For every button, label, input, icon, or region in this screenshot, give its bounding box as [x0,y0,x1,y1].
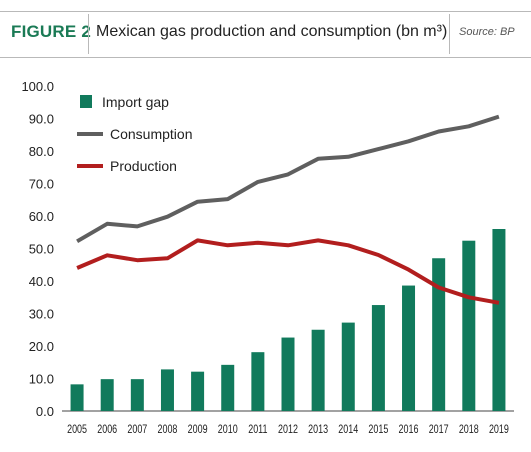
legend: Import gap Consumption Production [77,94,193,174]
x-tick-label: 2012 [278,424,298,436]
y-tick-label: 40.0 [29,274,54,289]
import-gap-legend-label: Import gap [102,94,169,110]
x-tick-label: 2016 [399,424,419,436]
x-tick-label: 2006 [97,424,117,436]
import-gap-bar [432,258,446,411]
figure-label: FIGURE 2 [11,22,92,41]
y-tick-label: 90.0 [29,112,54,127]
gas-chart: 0.0 10.0 20.0 30.0 40.0 50.0 60.0 70.0 80.0 90.0 1… [21,79,514,436]
import-gap-bar [191,371,205,411]
import-gap-bar [492,229,506,411]
import-gap-bar [341,322,355,411]
figure-header: FIGURE 2 Mexican gas production and cons… [0,0,531,58]
import-gap-bar [70,384,84,411]
x-axis: 2005 2006 2007 2008 2009 2010 2011 2012 2013 2014… [62,410,514,436]
y-tick-label: 80.0 [29,144,54,159]
import-gap-bar [221,364,235,411]
y-tick-label: 70.0 [29,177,54,192]
x-tick-label: 2005 [67,424,87,436]
source-note: Source: BP [459,26,515,38]
production-legend-label: Production [110,158,177,174]
header-top-rule [0,11,531,12]
y-tick-label: 100.0 [21,79,54,94]
consumption-legend-label: Consumption [110,126,193,142]
header-divider-left [88,14,89,54]
import-gap-bars [70,229,506,411]
x-tick-label: 2010 [218,424,238,436]
x-tick-label: 2008 [157,424,177,436]
y-axis: 0.0 10.0 20.0 30.0 40.0 50.0 60.0 70.0 80.0 90.0 1… [21,79,54,419]
import-gap-bar [251,352,265,411]
y-tick-label: 30.0 [29,307,54,322]
consumption-line [76,114,500,244]
x-tick-label: 2014 [338,424,358,436]
import-gap-bar [402,285,416,411]
import-gap-legend-swatch [80,95,92,108]
chart-title: Mexican gas production and consumption (… [96,23,448,40]
header-bottom-rule [0,57,531,58]
production-line [76,238,500,305]
import-gap-bar [100,379,114,411]
import-gap-bar [281,337,295,411]
x-tick-label: 2011 [248,424,267,436]
import-gap-bar [160,369,174,411]
import-gap-bar [130,379,144,411]
import-gap-bar [371,305,385,411]
x-tick-label: 2007 [127,424,147,436]
series-lines [76,114,500,305]
import-gap-bar [462,240,476,411]
x-tick-label: 2013 [308,424,328,436]
x-tick-label: 2017 [429,424,449,436]
header-divider-right [449,14,450,54]
y-tick-label: 0.0 [36,404,54,419]
x-tick-label: 2015 [368,424,388,436]
y-tick-label: 20.0 [29,339,54,354]
y-tick-label: 10.0 [29,372,54,387]
y-tick-label: 60.0 [29,209,54,224]
x-tick-label: 2019 [489,424,509,436]
x-tick-label: 2009 [188,424,208,436]
y-tick-label: 50.0 [29,242,54,257]
x-tick-label: 2018 [459,424,479,436]
import-gap-bar [311,329,325,411]
